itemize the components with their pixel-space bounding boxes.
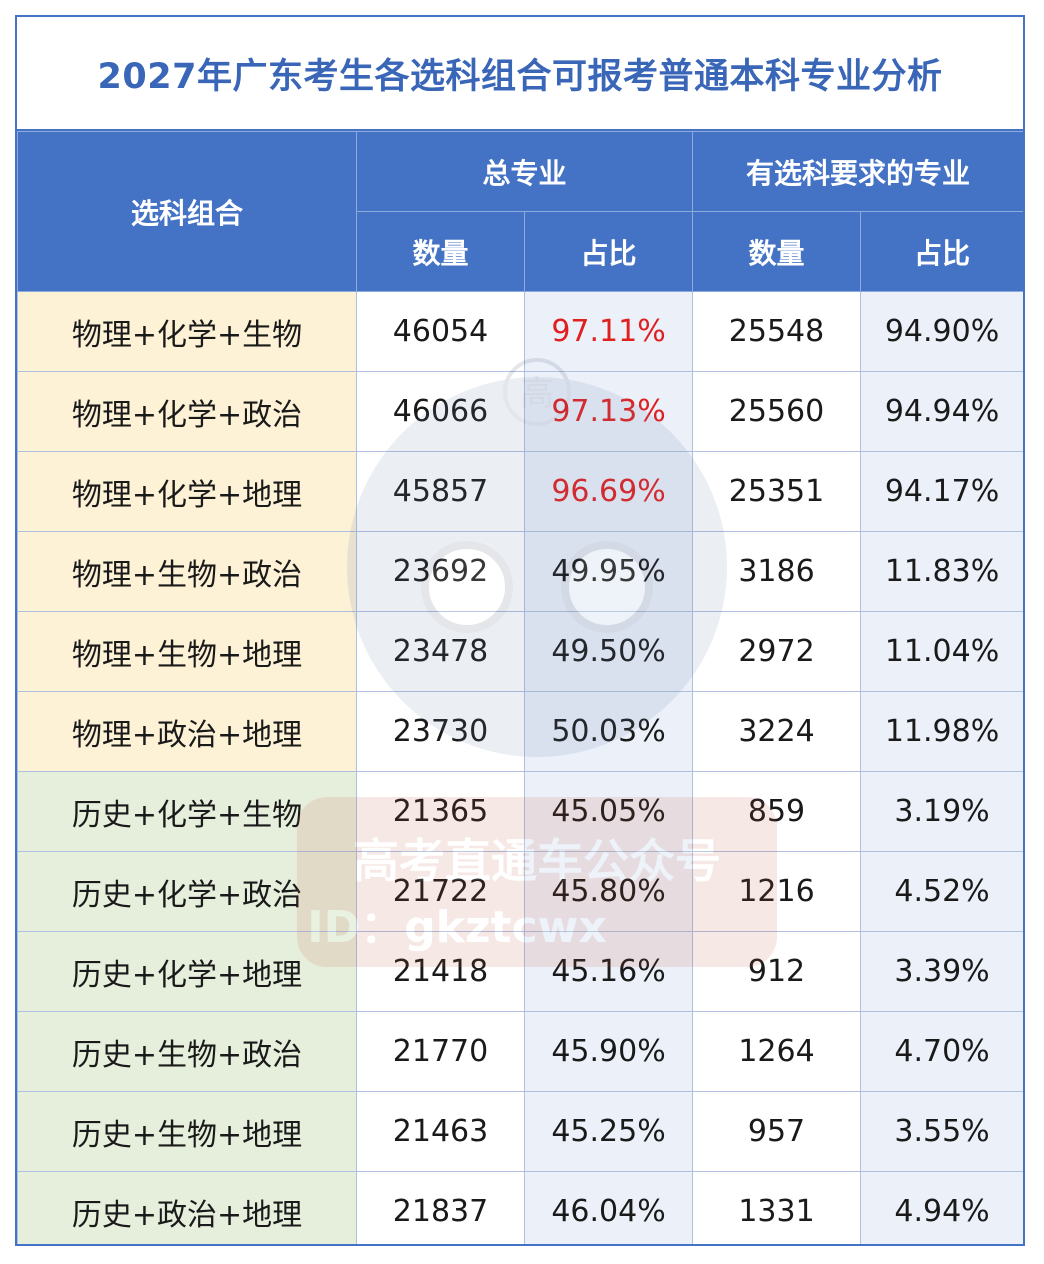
- total-count-cell: 23730: [356, 691, 525, 772]
- total-ratio-cell: 50.03%: [523, 691, 694, 772]
- required-ratio-cell: 4.52%: [860, 851, 1023, 932]
- required-ratio-cell: 11.98%: [860, 691, 1023, 772]
- required-count-cell: 3186: [692, 531, 862, 612]
- required-ratio-cell: 94.90%: [860, 291, 1023, 372]
- table-row: 历史+化学+政治 21722 45.80% 1216 4.52%: [17, 851, 1023, 932]
- required-count-cell: 957: [692, 1091, 862, 1172]
- header-combo: 选科组合: [17, 131, 357, 292]
- total-count-cell: 45857: [356, 451, 525, 532]
- total-count-cell: 23692: [356, 531, 525, 612]
- table-body: 物理+化学+生物 46054 97.11% 25548 94.90% 物理+化学+政治 46…: [17, 291, 1023, 1244]
- required-ratio-cell: 3.39%: [860, 931, 1023, 1012]
- required-count-cell: 1216: [692, 851, 862, 932]
- total-ratio-cell: 97.13%: [523, 371, 694, 452]
- combo-cell: 物理+化学+地理: [17, 451, 357, 532]
- combo-cell: 历史+生物+政治: [17, 1011, 357, 1092]
- header-total-count: 数量: [356, 211, 525, 292]
- table-row: 物理+化学+政治 46066 97.13% 25560 94.94%: [17, 371, 1023, 452]
- table-frame: 2027年广东考生各选科组合可报考普通本科专业分析 选科组合 总专业 有选科要求…: [15, 15, 1025, 1246]
- table-row: 物理+化学+生物 46054 97.11% 25548 94.90%: [17, 291, 1023, 372]
- required-ratio-cell: 11.83%: [860, 531, 1023, 612]
- table-row: 物理+生物+政治 23692 49.95% 3186 11.83%: [17, 531, 1023, 612]
- required-count-cell: 25560: [692, 371, 862, 452]
- header-row-1: 选科组合 总专业 有选科要求的专业: [17, 131, 1023, 292]
- total-ratio-cell: 45.80%: [523, 851, 694, 932]
- required-count-cell: 25351: [692, 451, 862, 532]
- required-count-cell: 25548: [692, 291, 862, 372]
- total-ratio-cell: 45.05%: [523, 771, 694, 852]
- table-row: 物理+化学+地理 45857 96.69% 25351 94.17%: [17, 451, 1023, 532]
- required-ratio-cell: 94.94%: [860, 371, 1023, 452]
- table-row: 历史+生物+地理 21463 45.25% 957 3.55%: [17, 1091, 1023, 1172]
- required-count-cell: 2972: [692, 611, 862, 692]
- required-count-cell: 1331: [692, 1171, 862, 1244]
- required-ratio-cell: 3.19%: [860, 771, 1023, 852]
- combo-cell: 物理+化学+生物: [17, 291, 357, 372]
- header-row-2: 数量 占比 数量 占比: [18, 211, 1023, 292]
- total-count-cell: 23478: [356, 611, 525, 692]
- total-ratio-cell: 45.16%: [523, 931, 694, 1012]
- header-required-count: 数量: [692, 211, 862, 292]
- table-row: 物理+政治+地理 23730 50.03% 3224 11.98%: [17, 691, 1023, 772]
- header-required-ratio: 占比: [860, 211, 1023, 292]
- required-ratio-cell: 3.55%: [860, 1091, 1023, 1172]
- combo-cell: 历史+化学+政治: [17, 851, 357, 932]
- total-count-cell: 21365: [356, 771, 525, 852]
- total-ratio-cell: 49.50%: [523, 611, 694, 692]
- header-total-ratio: 占比: [523, 211, 694, 292]
- required-count-cell: 912: [692, 931, 862, 1012]
- combo-cell: 历史+生物+地理: [17, 1091, 357, 1172]
- header-total-group: 总专业: [355, 131, 694, 212]
- total-count-cell: 46066: [356, 371, 525, 452]
- required-ratio-cell: 11.04%: [860, 611, 1023, 692]
- major-analysis-table: 选科组合 总专业 有选科要求的专业 数量 占比 数量 占比 物理+化学+生物 46…: [17, 131, 1023, 1244]
- combo-cell: 物理+政治+地理: [17, 691, 357, 772]
- total-count-cell: 21722: [356, 851, 525, 932]
- required-count-cell: 1264: [692, 1011, 862, 1092]
- total-ratio-cell: 49.95%: [523, 531, 694, 612]
- combo-cell: 历史+化学+地理: [17, 931, 357, 1012]
- required-count-cell: 3224: [692, 691, 862, 772]
- total-ratio-cell: 97.11%: [523, 291, 694, 372]
- total-ratio-cell: 96.69%: [523, 451, 694, 532]
- title-bar: 2027年广东考生各选科组合可报考普通本科专业分析: [17, 17, 1023, 131]
- table-row: 历史+政治+地理 21837 46.04% 1331 4.94%: [17, 1171, 1023, 1244]
- header-required-group: 有选科要求的专业: [692, 131, 1023, 212]
- total-count-cell: 21837: [356, 1171, 525, 1244]
- combo-cell: 历史+化学+生物: [17, 771, 357, 852]
- total-ratio-cell: 46.04%: [523, 1171, 694, 1244]
- table-row: 历史+化学+生物 21365 45.05% 859 3.19%: [17, 771, 1023, 852]
- combo-cell: 历史+政治+地理: [17, 1171, 357, 1244]
- table-row: 历史+生物+政治 21770 45.90% 1264 4.70%: [17, 1011, 1023, 1092]
- required-ratio-cell: 94.17%: [860, 451, 1023, 532]
- total-count-cell: 21418: [356, 931, 525, 1012]
- required-count-cell: 859: [692, 771, 862, 852]
- combo-cell: 物理+生物+政治: [17, 531, 357, 612]
- combo-cell: 物理+化学+政治: [17, 371, 357, 452]
- required-ratio-cell: 4.70%: [860, 1011, 1023, 1092]
- combo-cell: 物理+生物+地理: [17, 611, 357, 692]
- required-ratio-cell: 4.94%: [860, 1171, 1023, 1244]
- page-title: 2027年广东考生各选科组合可报考普通本科专业分析: [97, 56, 943, 97]
- table-row: 历史+化学+地理 21418 45.16% 912 3.39%: [17, 931, 1023, 1012]
- total-count-cell: 46054: [356, 291, 525, 372]
- total-ratio-cell: 45.90%: [523, 1011, 694, 1092]
- table-row: 物理+生物+地理 23478 49.50% 2972 11.04%: [17, 611, 1023, 692]
- total-ratio-cell: 45.25%: [523, 1091, 694, 1172]
- total-count-cell: 21770: [356, 1011, 525, 1092]
- total-count-cell: 21463: [356, 1091, 525, 1172]
